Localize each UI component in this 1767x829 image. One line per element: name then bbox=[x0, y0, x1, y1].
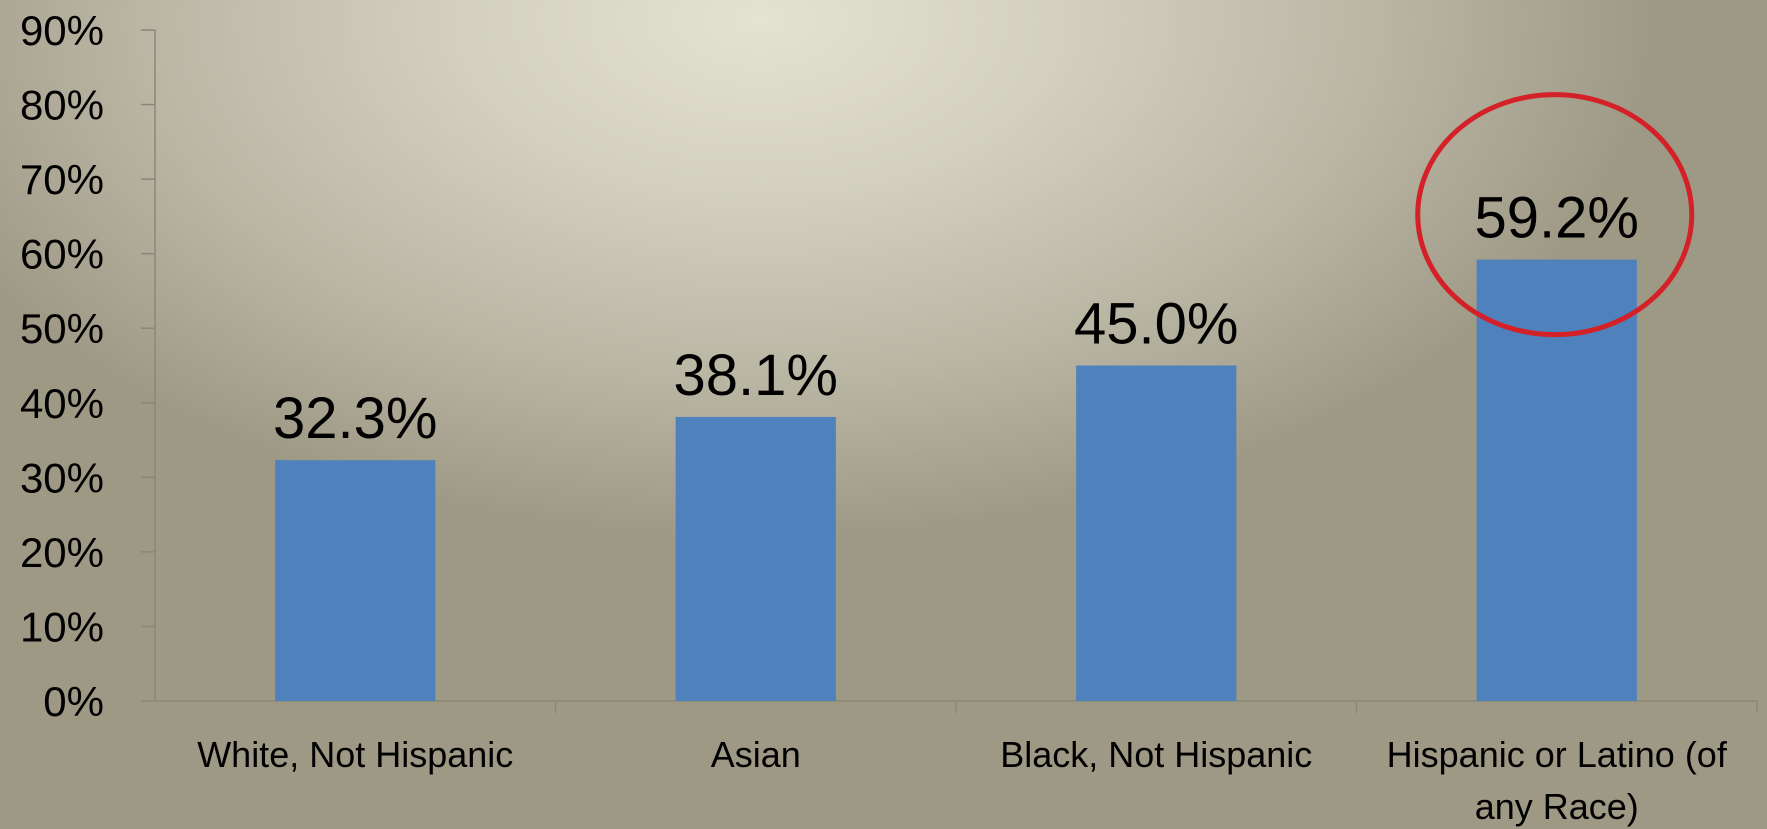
y-tick-label: 10% bbox=[20, 603, 104, 650]
y-tick-label: 20% bbox=[20, 529, 104, 576]
highlight-circle bbox=[1415, 92, 1695, 338]
y-tick-label: 0% bbox=[43, 678, 104, 725]
bar bbox=[275, 460, 436, 701]
y-tick-label: 60% bbox=[20, 231, 104, 278]
category-label: any Race) bbox=[1475, 786, 1639, 827]
data-label: 32.3% bbox=[273, 386, 437, 451]
y-tick-label: 80% bbox=[20, 82, 104, 129]
data-label: 38.1% bbox=[674, 343, 838, 408]
y-tick-label: 50% bbox=[20, 305, 104, 352]
category-label: White, Not Hispanic bbox=[197, 734, 513, 775]
category-label: Hispanic or Latino (of bbox=[1387, 734, 1728, 775]
data-label: 59.2% bbox=[1475, 186, 1639, 251]
y-tick-label: 70% bbox=[20, 156, 104, 203]
y-tick-label: 40% bbox=[20, 380, 104, 427]
category-label: Black, Not Hispanic bbox=[1000, 734, 1312, 775]
y-tick-label: 30% bbox=[20, 454, 104, 501]
category-label: Asian bbox=[711, 734, 801, 775]
bar bbox=[1076, 365, 1237, 701]
bar bbox=[675, 416, 836, 701]
data-label: 45.0% bbox=[1074, 292, 1238, 357]
y-tick-label: 90% bbox=[20, 7, 104, 54]
